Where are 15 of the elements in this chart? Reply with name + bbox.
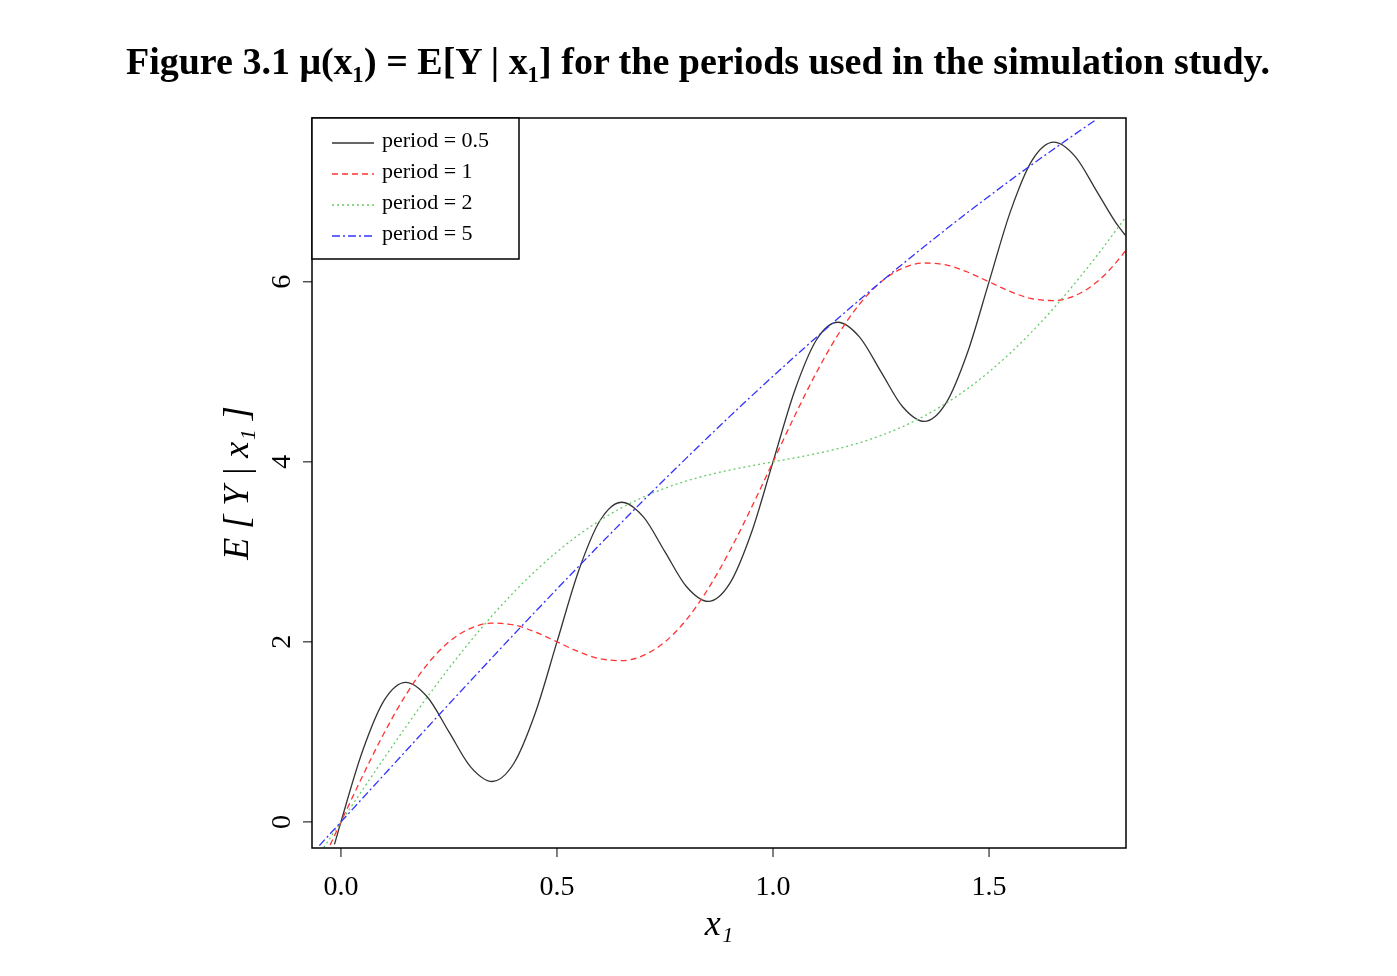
y-tick-label: 4 <box>265 454 296 469</box>
x-tick-label: 0.5 <box>539 870 575 901</box>
legend-label: period = 0.5 <box>382 127 490 152</box>
legend-label: period = 5 <box>382 220 473 245</box>
x-tick-label: 0.0 <box>323 870 359 901</box>
x-axis-title: x₁ <box>703 903 734 943</box>
chart-title: Figure 3.1 μ(x₁) = E[Y | x₁] for the periods used in the simulation study. <box>125 40 1271 83</box>
x-tick-label: 1.0 <box>755 870 791 901</box>
y-tick-label: 2 <box>265 634 296 649</box>
x-tick-label: 1.5 <box>971 870 1007 901</box>
y-tick-label: 0 <box>265 814 296 829</box>
y-tick-label: 6 <box>265 274 296 289</box>
legend-label: period = 2 <box>382 189 473 214</box>
legend-label: period = 1 <box>382 158 473 183</box>
y-axis-title: E [ Y | x₁ ] <box>216 406 256 561</box>
